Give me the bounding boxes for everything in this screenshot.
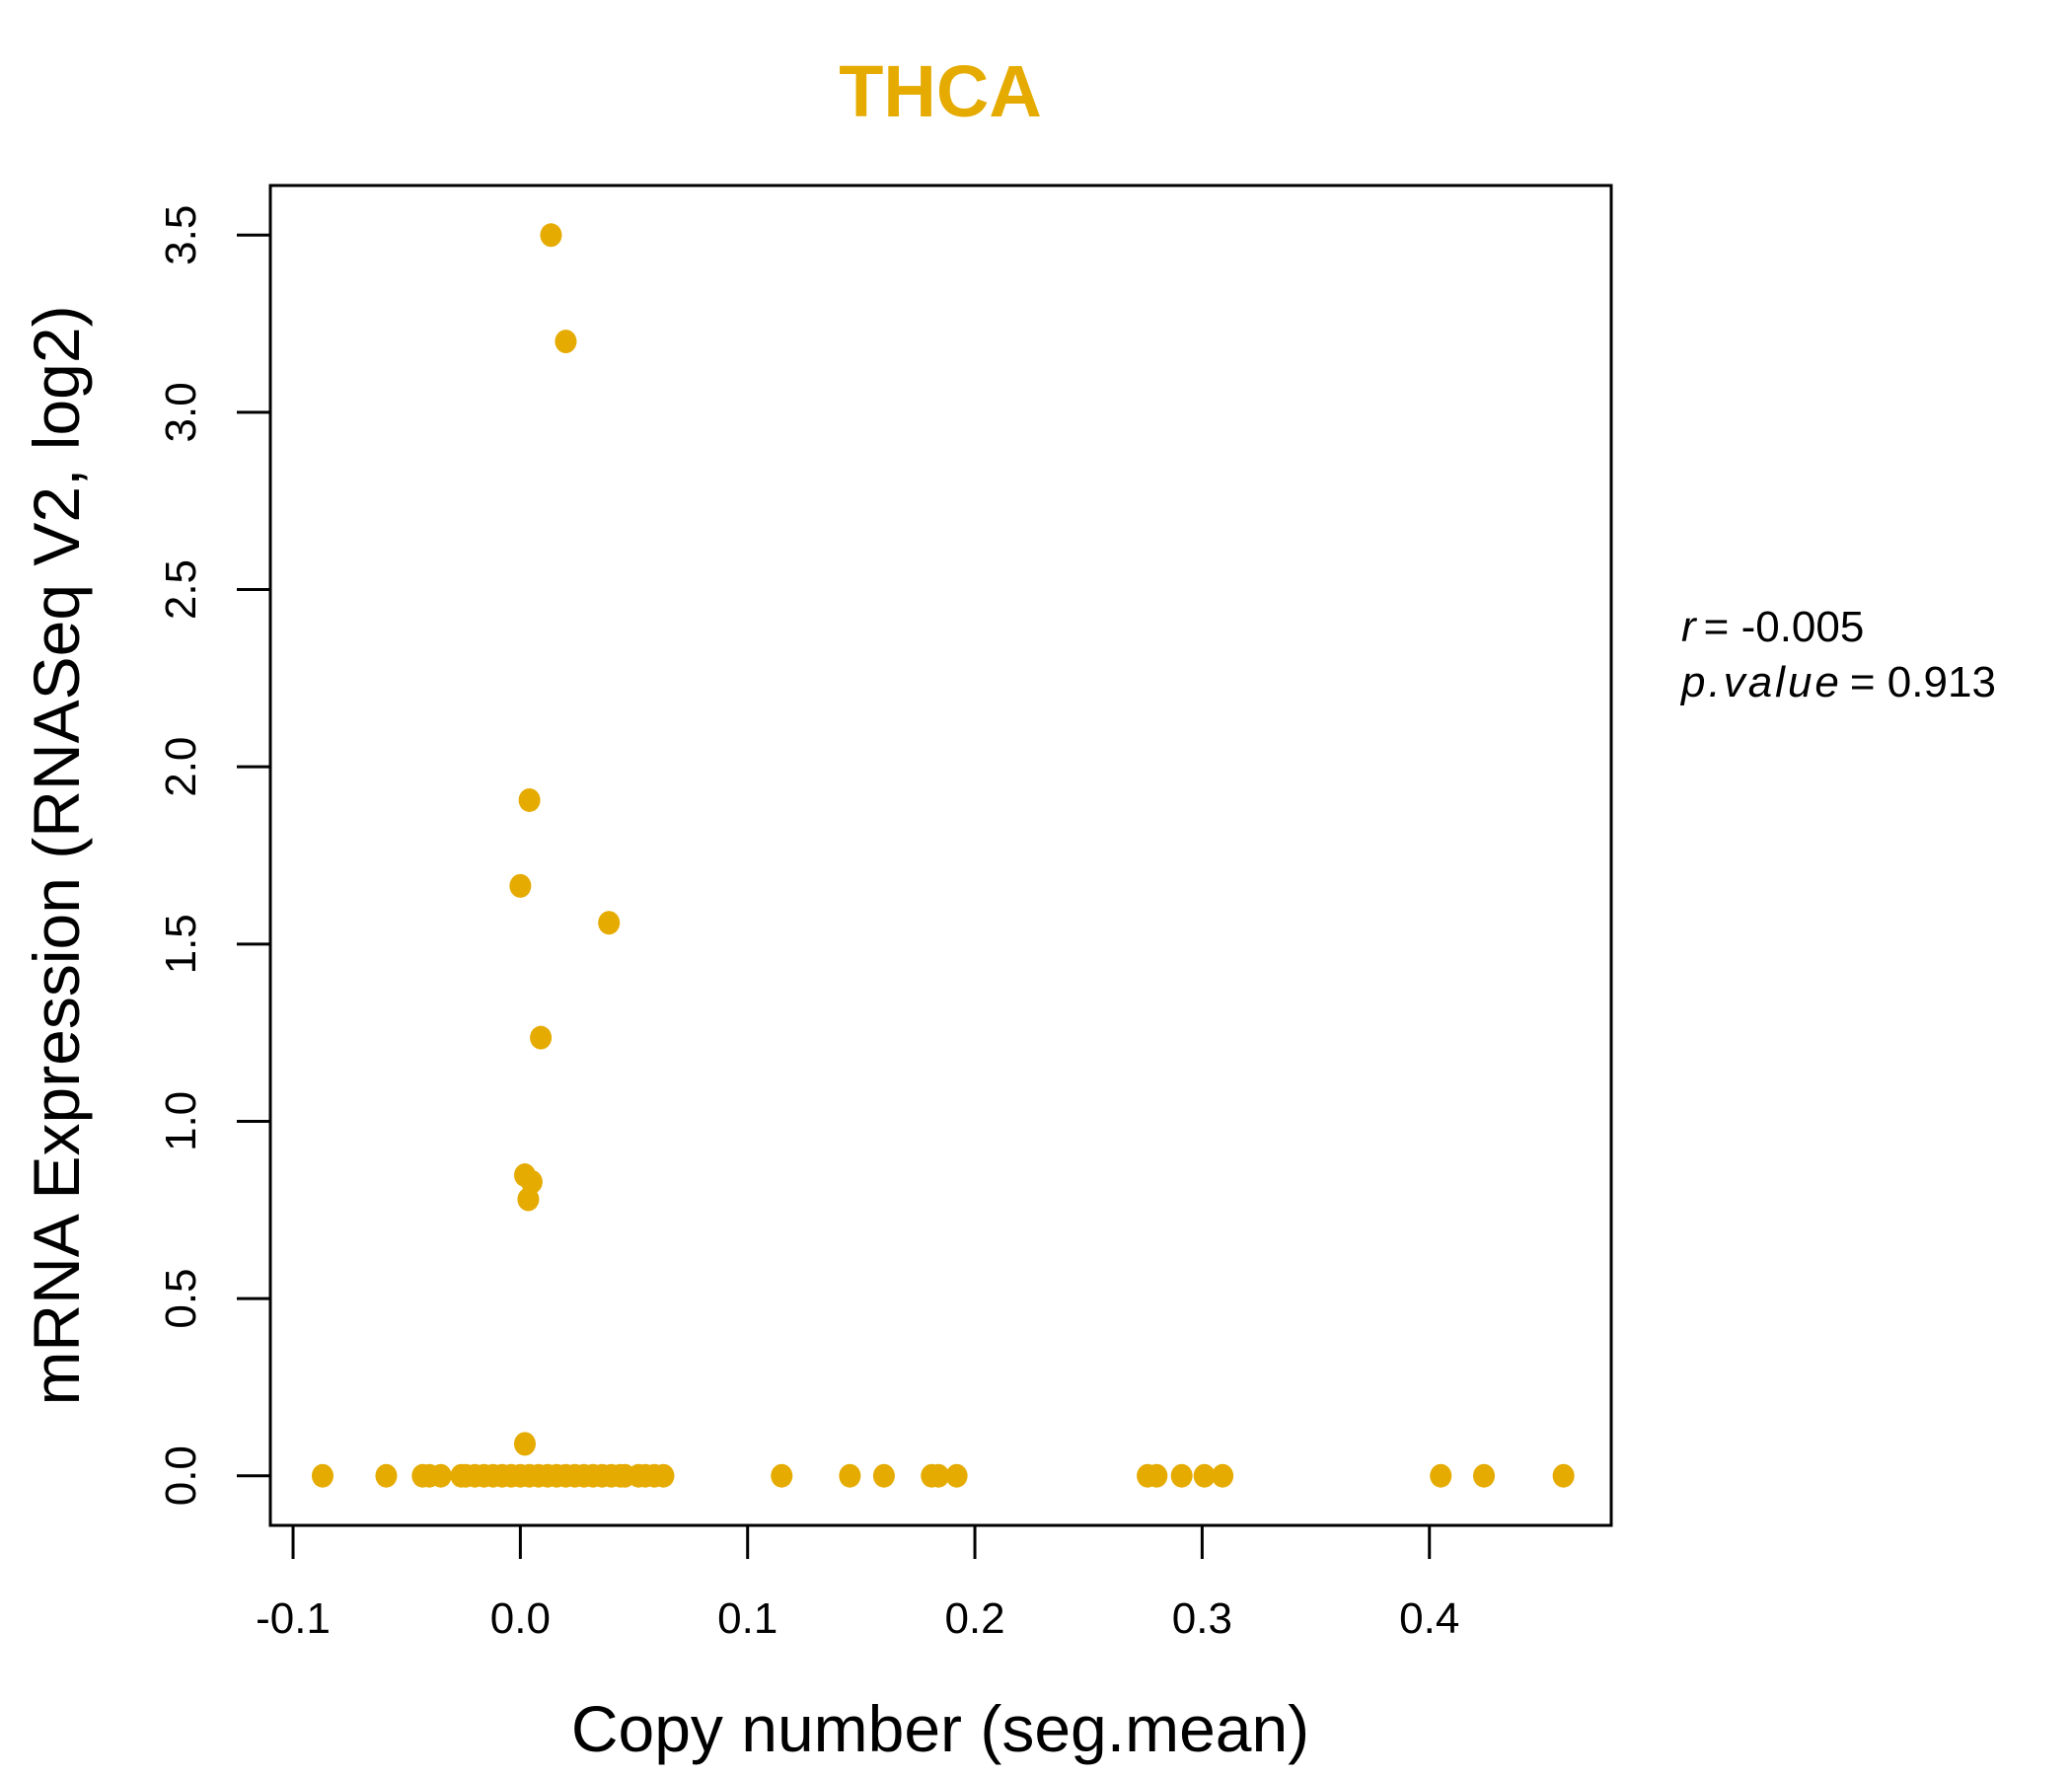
data-point [771,1463,793,1488]
data-point [1552,1463,1575,1488]
data-point [839,1463,861,1488]
chart-title: THCA [839,50,1042,132]
x-tick-label: 0.2 [944,1594,1004,1643]
data-point [1193,1463,1216,1488]
data-point [945,1463,968,1488]
r-value: = -0.005 [1704,603,1865,651]
data-point [513,1432,536,1456]
data-point [429,1463,452,1488]
points-layer [311,223,1575,1488]
correlation-annotation: r = -0.005 p.value = 0.913 [1679,603,1996,706]
y-tick-label: 2.5 [157,559,205,620]
r-label: r [1681,603,1698,651]
data-point [872,1463,895,1488]
svg-text:r= -0.005: r = -0.005 [1681,603,1864,651]
data-point [652,1463,675,1488]
y-axis-label: mRNA Expression (RNASeq V2, log2) [20,305,93,1405]
y-tick-label: 3.5 [157,205,205,265]
plot-frame [268,184,1613,1527]
y-tick-label: 3.0 [157,382,205,442]
data-point [311,1463,333,1488]
y-axis: 0.0 0.5 1.0 1.5 2.0 2.5 3.0 3.5 [157,205,272,1506]
data-point [1473,1463,1496,1488]
data-point [518,787,541,812]
p-value: = 0.913 [1850,658,1996,706]
data-point [1170,1463,1193,1488]
y-tick-label: 1.5 [157,914,205,974]
data-point [598,911,621,935]
y-tick-label: 2.0 [157,737,205,797]
data-point [927,1463,950,1488]
data-point [517,1187,540,1212]
data-point [1430,1463,1452,1488]
x-tick-label: 0.1 [717,1594,777,1643]
y-tick-label: 1.0 [157,1091,205,1151]
x-tick-label: 0.4 [1399,1594,1459,1643]
x-tick-label: -0.1 [256,1594,331,1643]
x-axis-label: Copy number (seg.mean) [571,1692,1309,1765]
svg-text:p.value= 0.913: p.value = 0.913 [1679,658,1996,706]
y-tick-label: 0.0 [157,1445,205,1506]
data-point [555,330,577,354]
x-axis: -0.1 0.0 0.1 0.2 0.3 0.4 [256,1523,1459,1643]
data-point [1146,1463,1168,1488]
data-point [509,873,532,898]
p-label: p.value [1679,658,1842,706]
data-point [540,223,562,248]
data-point [1212,1463,1234,1488]
y-tick-label: 0.5 [157,1268,205,1328]
data-point [530,1025,553,1050]
x-tick-label: 0.3 [1172,1594,1232,1643]
data-point [375,1463,398,1488]
x-tick-label: 0.0 [490,1594,551,1643]
